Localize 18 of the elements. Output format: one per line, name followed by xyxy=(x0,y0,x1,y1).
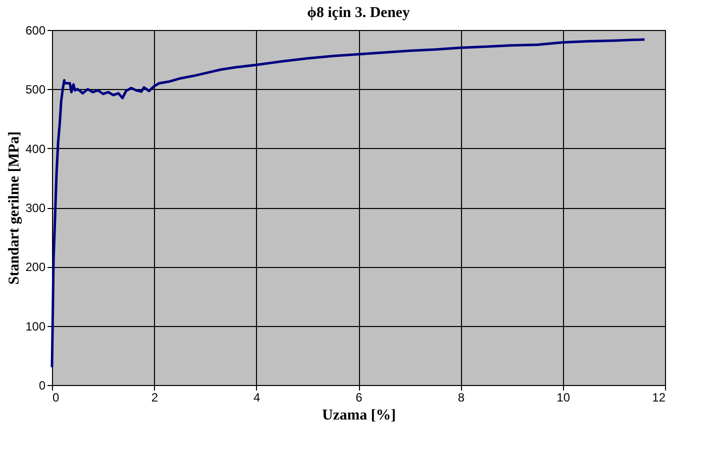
line-series xyxy=(50,38,646,368)
x-axis-title: Uzama [%] xyxy=(322,408,396,424)
x-tick-label: 12 xyxy=(652,390,666,404)
y-tick-label: 0 xyxy=(38,378,46,392)
x-tick-label: 8 xyxy=(458,390,465,404)
x-tick-label: 2 xyxy=(151,390,158,404)
y-tick-label: 200 xyxy=(25,260,46,274)
y-tick-label: 600 xyxy=(25,24,46,38)
y-tick-label: 400 xyxy=(25,142,46,156)
x-tick-label: 10 xyxy=(556,390,570,404)
y-tick-label: 500 xyxy=(25,82,46,97)
x-tick-label: 4 xyxy=(253,390,260,404)
x-tick-label: 6 xyxy=(356,390,363,404)
y-axis-title: Standart gerilme [MPa] xyxy=(6,131,22,285)
y-tick-label: 300 xyxy=(25,201,46,215)
chart-title: ϕ8 için 3. Deney xyxy=(307,5,410,21)
y-tick-label: 100 xyxy=(25,319,46,334)
x-tick-label: 0 xyxy=(52,390,60,404)
